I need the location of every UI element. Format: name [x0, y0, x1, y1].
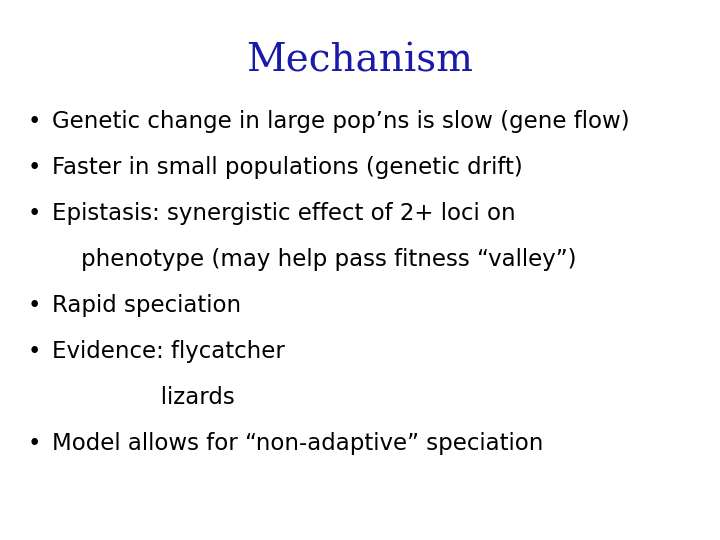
Text: Genetic change in large pop’ns is slow (gene flow): Genetic change in large pop’ns is slow (…: [52, 110, 629, 133]
Text: Faster in small populations (genetic drift): Faster in small populations (genetic dri…: [52, 156, 523, 179]
Text: •: •: [28, 432, 41, 455]
Text: •: •: [28, 202, 41, 225]
Text: Evidence: flycatcher: Evidence: flycatcher: [52, 340, 285, 363]
Text: •: •: [28, 340, 41, 363]
Text: Rapid speciation: Rapid speciation: [52, 294, 241, 317]
Text: Epistasis: synergistic effect of 2+ loci on: Epistasis: synergistic effect of 2+ loci…: [52, 202, 516, 225]
Text: •: •: [28, 156, 41, 179]
Text: •: •: [28, 294, 41, 317]
Text: •: •: [28, 110, 41, 133]
Text: Mechanism: Mechanism: [246, 42, 474, 79]
Text: lizards: lizards: [52, 386, 235, 409]
Text: Model allows for “non-adaptive” speciation: Model allows for “non-adaptive” speciati…: [52, 432, 544, 455]
Text: phenotype (may help pass fitness “valley”): phenotype (may help pass fitness “valley…: [52, 248, 577, 271]
